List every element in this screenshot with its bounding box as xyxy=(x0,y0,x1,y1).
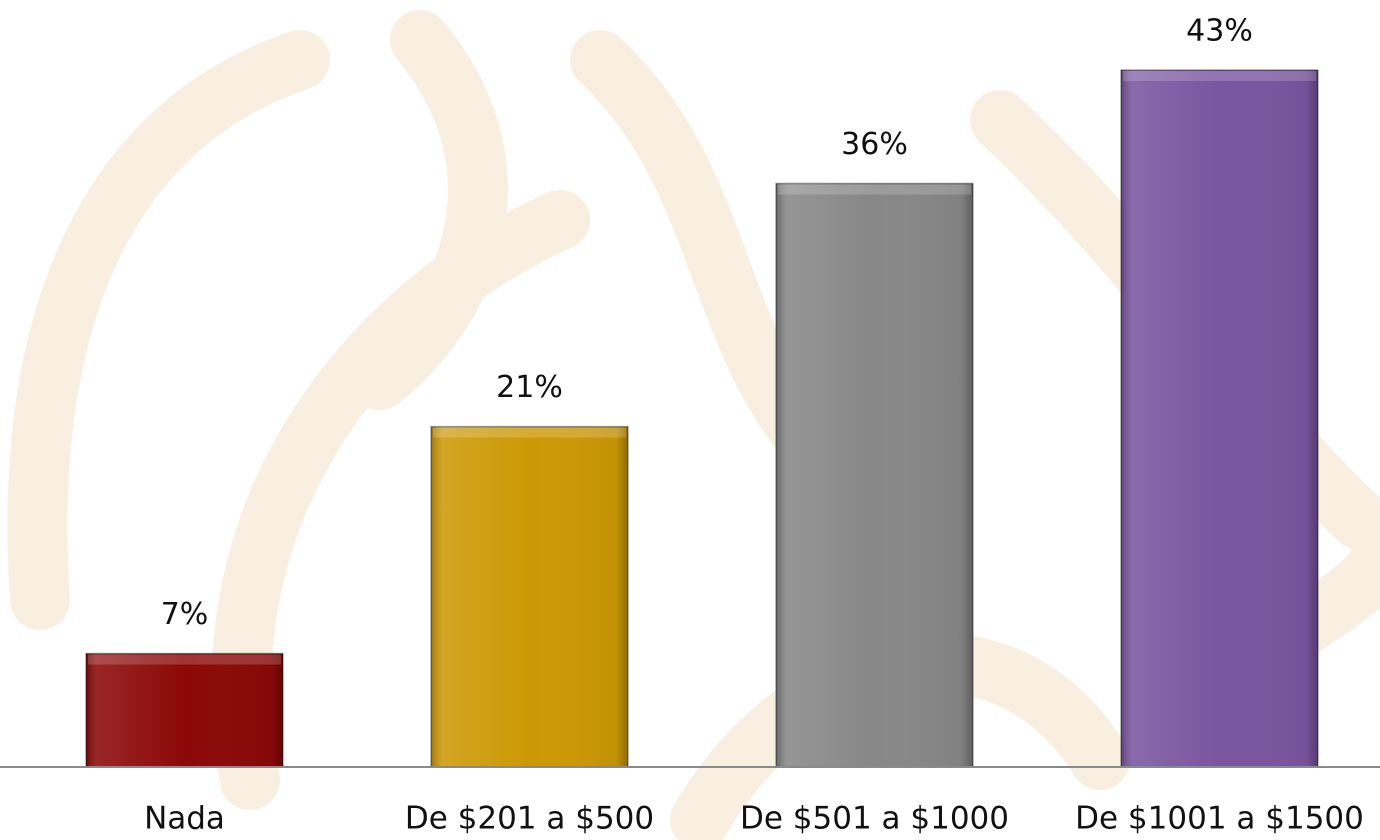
bar-shine xyxy=(86,653,283,767)
x-tick-label: De $201 a $500 xyxy=(405,801,654,837)
bar-top-bevel xyxy=(88,654,281,665)
bar-shine xyxy=(776,183,973,768)
bar-top-bevel xyxy=(778,184,971,195)
x-tick-label: De $1001 a $1500 xyxy=(1075,801,1364,837)
bar-shine xyxy=(431,426,628,767)
value-label: 36% xyxy=(841,127,908,162)
bar-top-bevel xyxy=(433,427,626,438)
bar-top-bevel xyxy=(1123,71,1316,81)
x-tick-label: De $501 a $1000 xyxy=(740,801,1009,837)
value-label: 21% xyxy=(496,370,563,405)
value-label: 7% xyxy=(161,597,209,632)
plot-area: 7% Nada 21% De $201 a $500 36% De $501 a $100… xyxy=(0,14,1380,837)
bar-shine xyxy=(1121,70,1318,767)
value-label: 43% xyxy=(1186,14,1253,49)
x-tick-label: Nada xyxy=(144,801,225,837)
